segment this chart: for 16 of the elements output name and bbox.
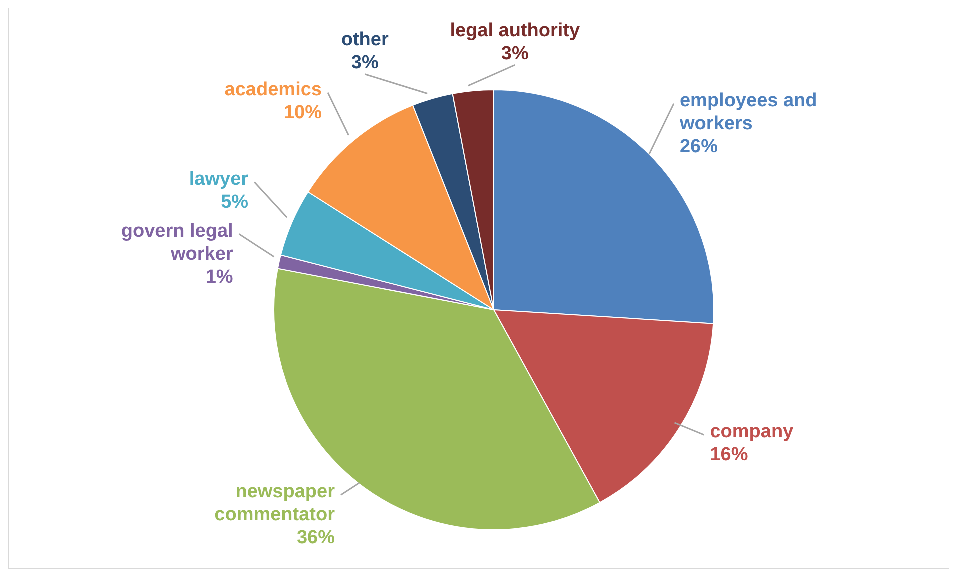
data-label: 26% [680, 136, 718, 158]
slice-label: newspaper commentator [214, 482, 336, 526]
slice-label: company [710, 422, 794, 443]
slice-label: employees and workers [678, 90, 818, 134]
slice-label: other [341, 30, 390, 51]
slice-label: lawyer [189, 168, 250, 190]
slice-label: academics [224, 79, 322, 100]
slice-label: govern legal worker [121, 220, 234, 265]
data-label: 3% [351, 52, 379, 74]
data-label: 36% [296, 528, 336, 549]
slice-label: legal authority [450, 20, 580, 42]
data-label: 1% [206, 266, 234, 288]
data-label: 5% [221, 192, 249, 213]
data-label: 10% [284, 102, 322, 124]
data-label: 16% [710, 444, 748, 466]
data-label: 3% [501, 43, 529, 64]
